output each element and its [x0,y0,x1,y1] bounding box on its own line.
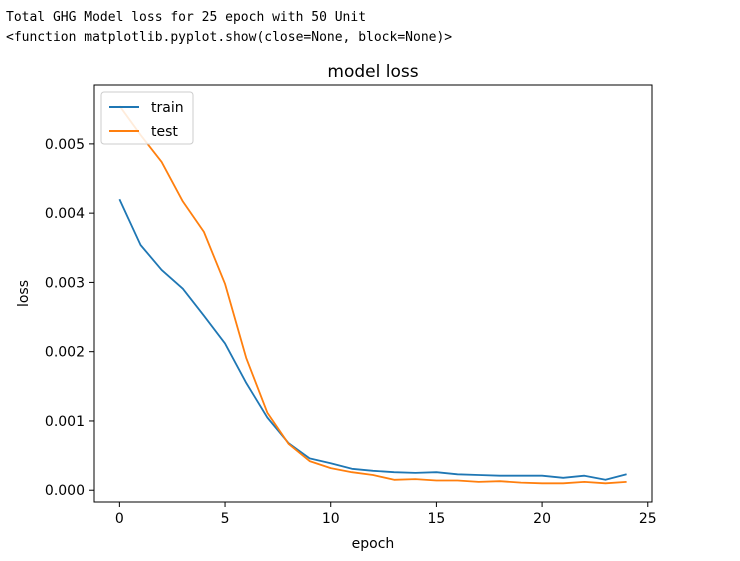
legend-label-train: train [151,100,184,116]
y-tick-label: 0.001 [45,414,85,430]
legend: train test [100,91,194,145]
console-output-line: Total GHG Model loss for 25 epoch with 5… [6,10,367,25]
console-function-repr: <function matplotlib.pyplot.show(close=N… [6,30,453,45]
y-tick-label: 0.002 [45,345,85,361]
x-tick-label: 25 [639,511,657,527]
plot-frame [93,84,653,503]
x-tick-label: 15 [427,511,445,527]
y-tick-label: 0.004 [45,206,85,222]
y-tick-label: 0.005 [45,137,85,153]
x-tick-label: 5 [221,511,230,527]
y-axis-label: loss [16,280,32,307]
x-tick-label: 0 [115,511,124,527]
series-line-train [118,198,627,481]
y-tick-label: 0.003 [45,275,85,291]
series-lines [118,105,627,485]
legend-label-test: test [151,124,178,140]
x-axis-label: epoch [352,536,395,552]
axes-ticks: 0 5 10 15 20 25 0.000 0.001 0.002 0.003 0.004 0.005 [45,137,657,527]
chart-title: model loss [327,62,418,82]
x-tick-label: 20 [533,511,551,527]
y-tick-label: 0.000 [45,483,85,499]
series-line-test [118,105,627,485]
x-tick-label: 10 [322,511,340,527]
